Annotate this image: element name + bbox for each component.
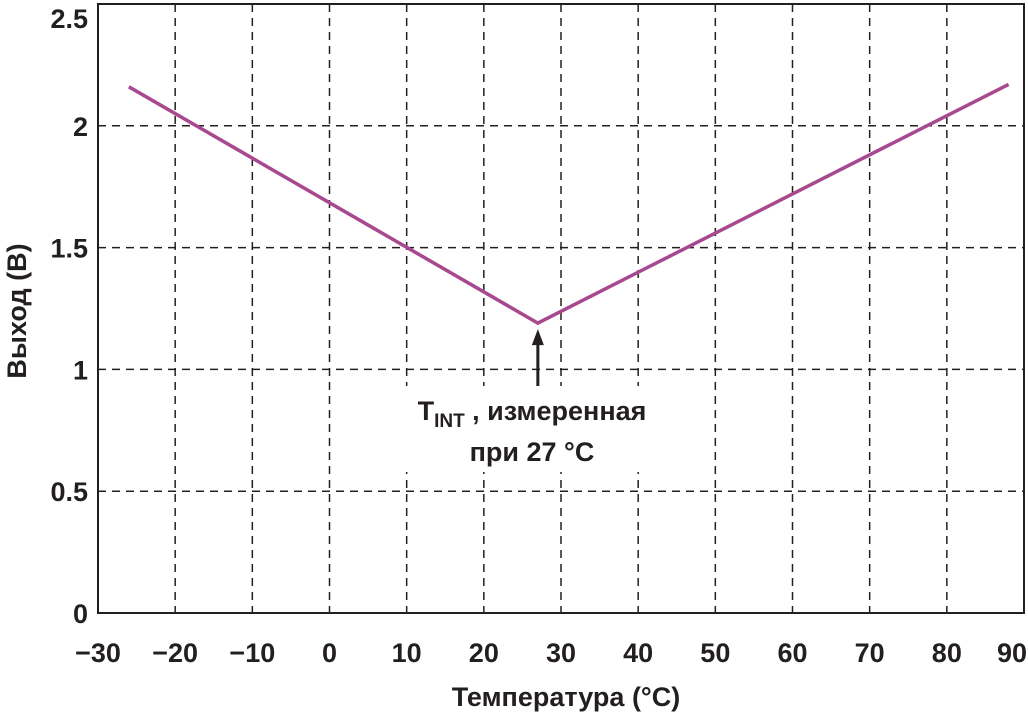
series-group — [127, 82, 1010, 326]
x-tick-label: −20 — [152, 638, 198, 668]
x-tick-label: 60 — [777, 638, 807, 668]
x-tick-label: 70 — [855, 638, 885, 668]
x-tick-label: 10 — [392, 638, 422, 668]
y-tick-label: 1.5 — [50, 234, 88, 264]
y-tick-label: 2 — [73, 112, 88, 142]
annotation-subscript: INT — [434, 411, 465, 432]
y-tick-label: 0.5 — [50, 477, 88, 507]
x-tick-label: 20 — [469, 638, 499, 668]
y-tick-label: 1 — [73, 355, 88, 385]
x-tick-label: 80 — [932, 638, 962, 668]
y-tick-label: 2.5 — [50, 4, 88, 34]
x-tick-label: −30 — [75, 638, 121, 668]
series-line — [127, 82, 1010, 326]
x-tick-label: 0 — [322, 638, 337, 668]
x-tick-label: 40 — [623, 638, 653, 668]
x-axis-title: Температура (°C) — [452, 682, 680, 712]
x-tick-label: 30 — [546, 638, 576, 668]
annotation-arrow-head — [531, 329, 544, 346]
y-tick-label: 0 — [73, 599, 88, 629]
grid — [98, 4, 1024, 613]
annotation: TINT , измеренная при 27 °C — [392, 329, 676, 472]
annotation-background — [392, 386, 676, 472]
x-tick-labels: −30 −20 −10 0 10 20 30 40 50 60 70 80 90 — [75, 638, 1027, 668]
annotation-line-2: при 27 °C — [470, 437, 595, 467]
x-tick-label: −10 — [229, 638, 275, 668]
y-axis-title: Выход (В) — [2, 243, 32, 378]
axes — [97, 3, 1025, 614]
annotation-t: T — [418, 396, 435, 426]
x-tick-label: 50 — [700, 638, 730, 668]
annotation-rest: , измеренная — [465, 396, 647, 426]
annotation-line-1: TINT , измеренная — [418, 396, 647, 432]
y-tick-labels: 0 0.5 1 1.5 2 2.5 — [50, 4, 88, 629]
plot-frame — [97, 3, 1025, 614]
x-tick-label: 90 — [997, 638, 1027, 668]
